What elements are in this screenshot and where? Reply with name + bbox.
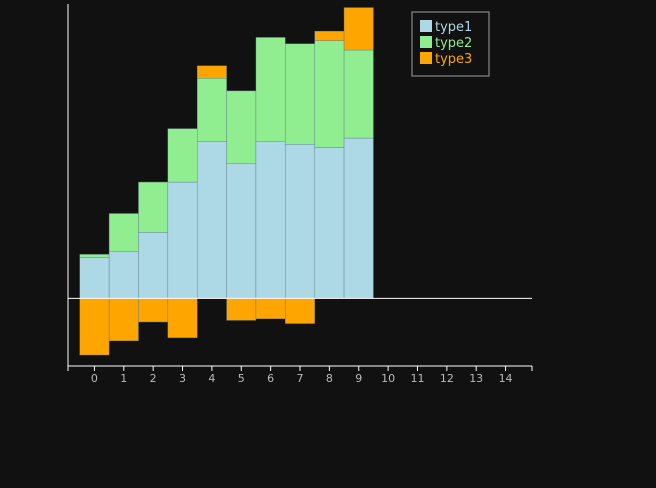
bar-type1-3 <box>167 181 198 299</box>
x-tick-label-14: 14 <box>499 372 513 385</box>
bar-type2-5 <box>226 90 257 164</box>
x-axis: 0 1 2 3 4 5 6 7 8 9 10 11 12 13 14 <box>67 365 533 385</box>
x-tick-label-0: 0 <box>91 372 98 385</box>
legend-swatch-type2 <box>420 36 432 48</box>
bar-type2-0 <box>79 254 110 258</box>
x-tick-label-5: 5 <box>238 372 245 385</box>
legend-label-type2: type2 <box>435 36 472 51</box>
bar-type3-5 <box>226 298 257 321</box>
bar-type2-3 <box>167 128 198 183</box>
bar-type2-9 <box>343 49 374 139</box>
bar-type1-4 <box>197 140 227 299</box>
x-tick-label-2: 2 <box>150 372 157 385</box>
bar-type1-7 <box>285 144 315 299</box>
bar-type2-4 <box>197 78 227 142</box>
bar-type2-7 <box>285 43 315 145</box>
bar-type1-8 <box>314 147 345 299</box>
bar-type2-6 <box>255 37 286 142</box>
x-tick-label-7: 7 <box>297 372 304 385</box>
bar-type3-3 <box>167 298 198 338</box>
bar-type3-6 <box>255 298 286 320</box>
x-tick-label-12: 12 <box>440 372 454 385</box>
x-tick-label-1: 1 <box>120 372 127 385</box>
bar-type3-8 <box>314 30 345 41</box>
x-tick-label-3: 3 <box>179 372 186 385</box>
bar-type1-0 <box>79 257 110 299</box>
bar-type3-9 <box>343 7 374 51</box>
legend-label-type3: type3 <box>435 52 472 67</box>
bar-type1-1 <box>108 251 139 299</box>
x-tick-label-9: 9 <box>355 372 362 385</box>
x-tick-label-10: 10 <box>381 372 395 385</box>
bar-type1-6 <box>255 140 286 299</box>
bar-type3-1 <box>108 298 139 342</box>
legend-swatch-type1 <box>420 20 432 32</box>
x-tick-label-11: 11 <box>410 372 424 385</box>
bar-type1-9 <box>343 137 374 299</box>
bar-type3-0 <box>79 298 110 356</box>
bar-type2-1 <box>108 213 139 252</box>
bar-type3-2 <box>138 298 169 323</box>
legend-label-type1: type1 <box>435 20 472 35</box>
legend-swatch-type3 <box>420 52 432 64</box>
bar-type3-7 <box>285 298 315 324</box>
bar-type2-2 <box>138 181 169 233</box>
bar-type1-5 <box>226 163 257 299</box>
x-tick-label-13: 13 <box>469 372 483 385</box>
x-tick-label-4: 4 <box>208 372 215 385</box>
bar-type2-8 <box>314 40 345 148</box>
x-tick-label-6: 6 <box>267 372 274 385</box>
bar-type1-2 <box>138 232 169 299</box>
bars-layer <box>79 7 374 356</box>
x-tick-label-8: 8 <box>326 372 333 385</box>
bar-type3-4 <box>197 65 227 79</box>
